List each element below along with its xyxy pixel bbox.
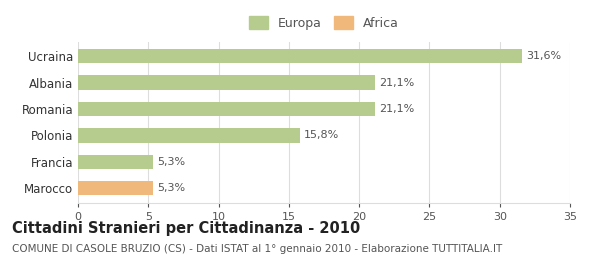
Text: COMUNE DI CASOLE BRUZIO (CS) - Dati ISTAT al 1° gennaio 2010 - Elaborazione TUTT: COMUNE DI CASOLE BRUZIO (CS) - Dati ISTA… [12,244,502,254]
Text: Cittadini Stranieri per Cittadinanza - 2010: Cittadini Stranieri per Cittadinanza - 2… [12,221,360,236]
Text: 15,8%: 15,8% [304,131,340,140]
Text: 5,3%: 5,3% [157,183,185,193]
Legend: Europa, Africa: Europa, Africa [245,12,403,34]
Bar [78,102,374,116]
Bar [78,154,152,169]
Bar [78,128,300,143]
Bar [78,181,152,196]
Text: 5,3%: 5,3% [157,157,185,167]
Text: 21,1%: 21,1% [379,77,414,88]
Bar [78,75,374,90]
Bar [78,49,522,63]
Text: 31,6%: 31,6% [526,51,562,61]
Text: 21,1%: 21,1% [379,104,414,114]
